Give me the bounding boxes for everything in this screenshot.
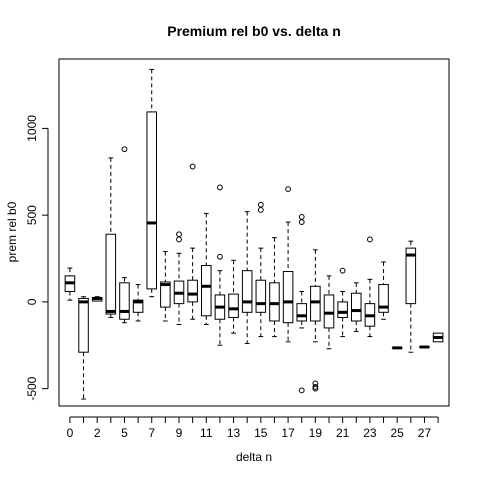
box-5 [119, 146, 130, 324]
x-tick-label: 5 [121, 426, 128, 440]
outlier-point [285, 186, 291, 193]
box-11 [201, 212, 212, 325]
x-tick-label: 2 [94, 426, 101, 440]
x-tick-label: 23 [363, 426, 377, 440]
box-iqr [269, 282, 280, 322]
box-0 [64, 267, 76, 301]
x-tick-label: 17 [281, 426, 295, 440]
outlier-point [312, 384, 319, 390]
box-iqr [351, 292, 362, 322]
box-7 [146, 68, 157, 298]
box-23 [364, 236, 376, 338]
outlier-point [339, 267, 346, 274]
outlier-point [298, 213, 305, 220]
outlier-point [217, 184, 223, 191]
box-4 [105, 157, 117, 319]
box-iqr [310, 285, 321, 322]
outlier-point [298, 219, 305, 225]
box-17 [282, 186, 294, 343]
box-iqr [282, 271, 294, 324]
box-20 [323, 275, 335, 350]
x-tick-label: 0 [67, 426, 74, 440]
box-1 [78, 296, 89, 400]
outlier-point [298, 387, 305, 394]
box-iqr [405, 247, 417, 305]
box-28 [432, 332, 444, 343]
x-tick-label: 13 [227, 426, 241, 440]
box-iqr [241, 270, 253, 313]
box-iqr [146, 111, 157, 290]
y-tick-label: 0 [25, 298, 39, 305]
box-18 [296, 213, 308, 394]
box-iqr [255, 279, 267, 313]
plot-area-frame [58, 58, 450, 407]
x-axis-label: delta n [236, 450, 272, 464]
box-26 [405, 240, 417, 353]
outlier-point [176, 231, 182, 238]
x-tick-label: 27 [418, 426, 432, 440]
box-14 [241, 211, 253, 345]
box-8 [160, 251, 171, 322]
box-iqr [78, 297, 89, 353]
outlier-point [189, 163, 196, 170]
outlier-point [217, 253, 223, 260]
x-tick-label: 15 [254, 426, 268, 440]
outlier-point [121, 146, 128, 153]
box-12 [214, 184, 226, 346]
y-tick-label: -500 [25, 376, 39, 400]
box-22 [351, 282, 362, 332]
y-axis: -500 0 500 1000 [25, 115, 49, 401]
box-iqr [296, 303, 308, 322]
y-tick-label: 1000 [25, 115, 39, 142]
outlier-point [257, 201, 264, 208]
box-9 [173, 231, 185, 325]
box-2 [91, 296, 103, 302]
box-25 [391, 346, 403, 350]
box-iqr [378, 284, 389, 313]
y-tick-label: 500 [25, 205, 39, 225]
box-10 [187, 163, 198, 320]
box-iqr [160, 281, 171, 308]
y-axis-label: prem rel b0 [5, 201, 19, 262]
box-24 [378, 261, 389, 320]
box-iqr [119, 282, 130, 320]
box-21 [337, 267, 348, 338]
x-axis: 0 2 5 7 9 11 13 15 17 19 21 23 25 27 [67, 416, 439, 440]
box-iqr [132, 299, 144, 313]
x-tick-label: 9 [176, 426, 183, 440]
chart-title: Premium rel b0 vs. delta n [167, 23, 341, 39]
outlier-point [176, 236, 182, 243]
outlier-point [312, 385, 319, 392]
box-27 [419, 345, 430, 349]
box-13 [228, 259, 239, 334]
box-15 [255, 201, 267, 338]
box-iqr [187, 279, 198, 303]
box-iqr [201, 264, 212, 317]
box-6 [132, 284, 144, 322]
outlier-point [257, 207, 264, 213]
box-iqr [337, 301, 348, 319]
x-tick-label: 25 [391, 426, 405, 440]
outlier-point [367, 236, 373, 243]
box-iqr [323, 294, 335, 329]
x-tick-label: 19 [309, 426, 323, 440]
box-19 [310, 249, 321, 392]
x-tick-label: 11 [200, 426, 213, 440]
box-iqr [228, 293, 239, 319]
x-tick-label: 21 [336, 426, 350, 440]
x-tick-label: 7 [148, 426, 155, 440]
box-iqr [105, 233, 117, 315]
box-16 [269, 237, 280, 338]
boxes-group [64, 68, 444, 400]
